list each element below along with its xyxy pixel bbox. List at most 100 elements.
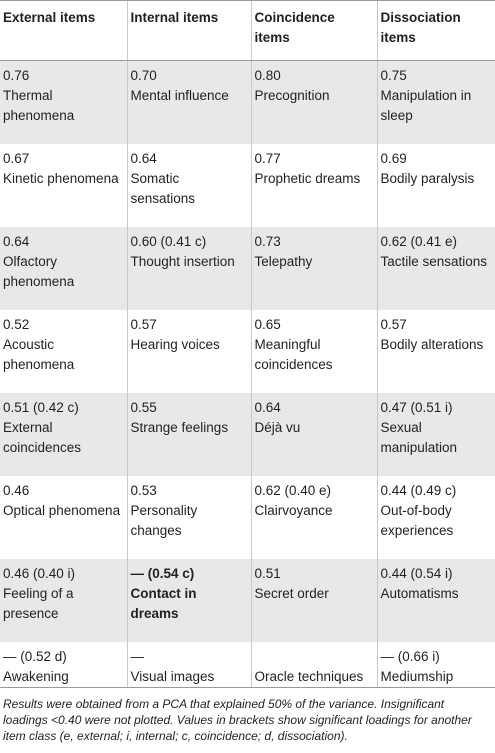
item-label: Clairvoyance: [254, 502, 333, 518]
table-cell-dissociation: 0.47 (0.51 i) Sexual manipulation: [376, 392, 495, 476]
loading-value: 0.64: [130, 150, 157, 166]
table-footnote: Results were obtained from a PCA that ex…: [3, 697, 472, 743]
item-label: Mental influence: [130, 88, 229, 103]
loading-value: 0.65: [254, 316, 281, 332]
loading-value: 0.52: [3, 316, 30, 332]
table-cell-internal: 0.70 Mental influence: [126, 60, 251, 144]
item-label: Déjà vu: [254, 419, 301, 435]
item-label: Contact in dreams: [130, 585, 197, 621]
item-label: Tactile sensations: [380, 253, 488, 269]
table-row: 0.67 Kinetic phenomena 0.64 Somatic sensati…: [0, 143, 495, 227]
table-cell-coincidence: 0.64 Déjà vu: [250, 392, 377, 476]
loading-value: 0.64: [254, 399, 281, 415]
loading-value: 0.62 (0.41 e): [380, 233, 458, 249]
table-cell-dissociation: 0.62 (0.41 e) Tactile sensations: [376, 226, 495, 310]
loading-value: 0.80: [254, 68, 281, 83]
table-row: 0.52 Acoustic phenomena 0.57 Hearing voices…: [0, 309, 495, 393]
item-label: Acoustic phenomena: [3, 336, 75, 372]
table-cell-internal: — (0.54 c) Contact in dreams: [126, 558, 251, 642]
item-label: Optical phenomena: [3, 502, 121, 518]
column-header-dissociation: Dissociation items: [376, 0, 495, 61]
table-cell-dissociation: 0.69 Bodily paralysis: [376, 143, 495, 227]
item-label: Precognition: [254, 88, 330, 103]
loading-value: 0.75: [380, 68, 407, 83]
item-label: Thought insertion: [130, 253, 235, 269]
table-row: 0.76 Thermal phenomena 0.70 Mental influenc…: [0, 60, 495, 144]
item-label: Telepathy: [254, 253, 313, 269]
factor-loadings-table: External items Internal items Coincidenc…: [0, 0, 495, 688]
table-cell-dissociation: 0.44 (0.54 i) Automatisms: [376, 558, 495, 642]
loading-value: — (0.52 d): [3, 648, 67, 664]
column-header-internal: Internal items: [126, 0, 251, 61]
item-label: Bodily alterations: [380, 336, 484, 352]
loading-value: 0.57: [380, 316, 407, 332]
item-label: Visual images: [130, 668, 215, 684]
item-label: Strange feelings: [130, 419, 229, 435]
loading-value: 0.44 (0.54 i): [380, 565, 453, 581]
item-label: Sexual manipulation: [380, 419, 458, 455]
item-label: Out-of-body experiences: [380, 502, 454, 538]
loading-value: 0.51 (0.42 c): [3, 399, 79, 415]
table-body: 0.76 Thermal phenomena 0.70 Mental influenc…: [0, 60, 495, 688]
table-cell-external: — (0.52 d) Awakening: [0, 641, 127, 688]
loading-value: [255, 647, 371, 667]
table-cell-internal: — Visual images: [126, 641, 251, 688]
table-cell-coincidence: 0.62 (0.40 e) Clairvoyance: [250, 475, 377, 559]
item-label: External coincidences: [3, 419, 82, 455]
table-cell-coincidence: 0.77 Prophetic dreams: [250, 143, 377, 227]
table-row: 0.46 Optical phenomena 0.53 Personality cha…: [0, 475, 495, 559]
item-label: Prophetic dreams: [254, 170, 361, 186]
loading-value: 0.60 (0.41 c): [130, 233, 207, 249]
table-cell-external: 0.52 Acoustic phenomena: [0, 309, 127, 393]
item-label: Awakening: [3, 668, 69, 684]
item-label: Secret order: [254, 585, 329, 601]
loading-value: — (0.54 c): [130, 565, 195, 581]
loading-value: —: [130, 648, 145, 664]
loading-value: 0.57: [130, 316, 157, 332]
table-row: 0.46 (0.40 i) Feeling of a presence — (0.5…: [0, 558, 495, 642]
table-row: 0.51 (0.42 c) External coincidences 0.55 St…: [0, 392, 495, 476]
loading-value: 0.47 (0.51 i): [380, 399, 453, 415]
item-label: Hearing voices: [130, 336, 220, 352]
item-label: Bodily paralysis: [380, 170, 475, 186]
loading-value: 0.53: [130, 482, 157, 498]
table-cell-external: 0.64 Olfactory phenomena: [0, 226, 127, 310]
loading-value: 0.76: [3, 68, 30, 83]
item-label: Personality changes: [130, 502, 198, 538]
table-cell-external: 0.46 (0.40 i) Feeling of a presence: [0, 558, 127, 642]
table-cell-coincidence: 0.65 Meaningful coincidences: [250, 309, 377, 393]
table-cell-external: 0.76 Thermal phenomena: [0, 60, 127, 144]
loading-value: 0.44 (0.49 c): [380, 482, 457, 498]
item-label: Manipulation in sleep: [380, 88, 472, 123]
column-header-external: External items: [0, 0, 127, 61]
loading-value: 0.62 (0.40 e): [254, 482, 332, 498]
table-cell-internal: 0.64 Somatic sensations: [126, 143, 251, 227]
column-header-coincidence: Coincidence items: [250, 0, 377, 61]
loading-value: 0.46: [3, 482, 30, 498]
item-label: Automatisms: [380, 585, 459, 601]
table-cell-external: 0.67 Kinetic phenomena: [0, 143, 127, 227]
item-label: Feeling of a presence: [3, 585, 74, 621]
table-cell-dissociation: 0.57 Bodily alterations: [376, 309, 495, 393]
table-row: — (0.52 d) Awakening — Visual images Oracle…: [0, 641, 495, 688]
table-row: 0.64 Olfactory phenomena 0.60 (0.41 c) Thou…: [0, 226, 495, 310]
loading-value: 0.69: [380, 150, 407, 166]
table-cell-internal: 0.53 Personality changes: [126, 475, 251, 559]
item-label: Olfactory phenomena: [3, 253, 75, 289]
item-label: Meaningful coincidences: [254, 336, 333, 372]
item-label: Mediumship: [380, 668, 454, 684]
loading-value: 0.73: [254, 233, 281, 249]
table-cell-coincidence: Oracle techniques: [250, 641, 377, 688]
table-cell-coincidence: 0.51 Secret order: [250, 558, 377, 642]
loading-value: 0.64: [3, 233, 30, 249]
table-cell-external: 0.46 Optical phenomena: [0, 475, 127, 559]
item-label: Kinetic phenomena: [3, 170, 119, 186]
item-label: Thermal phenomena: [3, 88, 75, 123]
item-label: Somatic sensations: [130, 170, 196, 206]
loading-value: — (0.66 i): [380, 648, 440, 664]
table-cell-dissociation: 0.44 (0.49 c) Out-of-body experiences: [376, 475, 495, 559]
table-cell-internal: 0.60 (0.41 c) Thought insertion: [126, 226, 251, 310]
loading-value: 0.67: [3, 150, 30, 166]
loading-value: 0.77: [254, 150, 281, 166]
